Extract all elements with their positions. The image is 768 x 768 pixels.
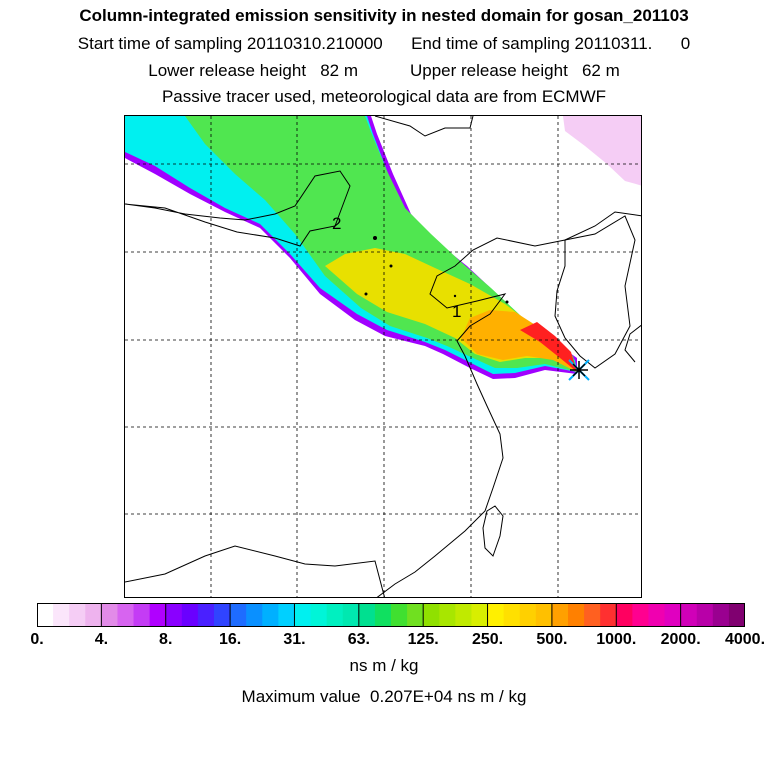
colorbar-swatch [230,603,247,627]
colorbar-unit: ns m / kg [349,656,419,675]
colorbar-tick-label: 16. [218,631,242,648]
colorbar-swatch [326,603,344,627]
colorbar-swatch [439,603,456,627]
pink-sensitivity-patch [563,116,641,186]
centroid-dot [364,292,368,296]
colorbar-swatch [519,603,537,627]
colorbar-swatch [117,603,135,627]
colorbar [37,603,745,627]
colorbar-swatch [133,603,151,627]
colorbar-swatch [600,603,617,627]
centroid-dot [373,236,377,240]
centroid-dot [505,300,509,304]
japan-coast-line [624,324,641,363]
colorbar-tick-label: 8. [159,631,173,648]
colorbar-swatch [407,603,424,627]
colorbar-swatch [85,603,102,627]
colorbar-swatch [246,603,263,627]
colorbar-swatch [181,603,199,627]
colorbar-tick-label: 0. [30,631,44,648]
centroid-dot [389,264,393,268]
colorbar-swatch [149,603,167,627]
plume-orange [461,310,577,372]
colorbar-tick-label: 4000. [724,631,766,648]
colorbar-tick-label: 250. [471,631,504,648]
colorbar-swatch [471,603,489,627]
colorbar-swatch [616,603,633,627]
russia-border-line [374,116,474,137]
colorbar-swatch [535,603,553,627]
plume-red [520,322,577,372]
colorbar-swatch [696,603,714,627]
star-cross-icon [568,359,590,381]
colorbar-swatch [214,603,231,627]
colorbar-border [37,603,745,627]
colorbar-swatch [503,603,521,627]
colorbar-tick-label: 31. [283,631,306,648]
colorbar-tick-label: 125. [407,631,439,648]
colorbar-swatch [423,603,440,627]
china-coast-line [376,211,641,597]
colorbar-swatch [728,603,745,627]
colorbar-swatch [310,603,328,627]
model-info: Passive tracer used, meteorological data… [161,87,607,106]
colorbar-swatch [455,603,472,627]
emission-sensitivity-map: 2 1 [124,115,642,598]
colorbar-swatch [487,603,505,627]
cluster-label-1: 1 [452,302,461,321]
colorbar-swatch [374,603,392,627]
colorbar-swatch [358,603,376,627]
release-heights: Lower release height 82 m Upper release … [148,61,620,80]
colorbar-swatch [680,603,698,627]
colorbar-swatch [294,603,312,627]
colorbar-swatch [69,603,86,627]
colorbar-swatch [37,603,54,627]
map-title: Column-integrated emission sensitivity i… [79,6,689,25]
colorbar-swatch [165,603,183,627]
colorbar-tick-label: 63. [347,631,370,648]
taiwan-line [482,505,504,557]
colorbar-swatch [391,603,408,627]
colorbar-swatch [342,603,360,627]
sampling-times: Start time of sampling 20110310.210000 E… [77,34,691,53]
colorbar-swatch [568,603,585,627]
colorbar-swatch [648,603,666,627]
colorbar-swatch [584,603,601,627]
colorbar-swatch [101,603,118,627]
colorbar-swatch [664,603,682,627]
colorbar-tick-label: 1000. [596,631,637,648]
colorbar-swatch [712,603,730,627]
colorbar-tick-label: 500. [536,631,568,648]
colorbar-tick-label: 4. [94,631,109,648]
colorbar-swatch [278,603,295,627]
colorbar-tick-label: 2000. [660,631,701,648]
colorbar-swatch [262,603,279,627]
colorbar-swatch [197,603,215,627]
inland-border-line [125,545,385,597]
centroid-dot [453,294,457,298]
colorbar-swatch [632,603,649,627]
northern-border-line [125,170,351,247]
cluster-label-2: 2 [332,214,341,233]
colorbar-swatch [551,603,569,627]
korea-coast-line [554,215,636,369]
colorbar-swatch [53,603,70,627]
maximum-value: Maximum value 0.207E+04 ns m / kg [241,687,527,706]
